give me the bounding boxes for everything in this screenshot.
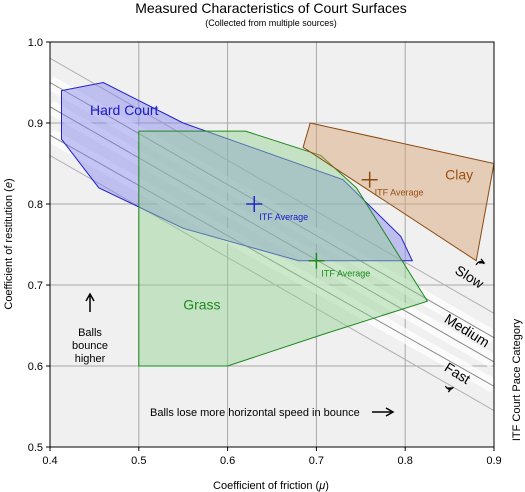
chart-title: Measured Characteristics of Court Surfac… <box>135 0 407 16</box>
right-arrowhead-icon <box>385 407 395 417</box>
bounce-higher-annotation: Balls bounce higher <box>72 292 108 365</box>
pace-boundary-2 <box>49 134 495 387</box>
x-tick-label: 0.7 <box>309 455 324 467</box>
surface-label: Clay <box>445 167 473 183</box>
pace-boundary-0 <box>49 82 495 339</box>
axis-ticks: 0.4 0.5 0.6 0.7 0.8 0.90.50.60.70.80.91.0 <box>28 37 502 467</box>
average-label: ITF Average <box>321 269 370 279</box>
up-arrowhead-icon <box>85 292 95 302</box>
average-label: ITF Average <box>259 212 308 222</box>
pace-guide-0 <box>49 57 495 314</box>
horizontal-speed-text: Balls lose more horizontal speed in boun… <box>150 407 360 419</box>
x-tick-label: 0.5 <box>131 455 146 467</box>
itf-average-markers: ITF Average ITF Average ITF Average <box>246 171 424 279</box>
surface-region-hard-court <box>61 81 414 262</box>
right-axis-label: ITF Court Pace Category <box>511 318 523 441</box>
surface-region-clay <box>302 122 495 262</box>
x-axis-label: Coefficient of friction (μ) <box>213 480 329 492</box>
bounce-higher-line-3: higher <box>75 353 106 365</box>
y-tick-label: 0.8 <box>28 199 43 211</box>
surface-label: Grass <box>183 296 220 312</box>
fast-arrow-icon <box>444 385 454 393</box>
y-axis-label: Coefficient of restitution (e) <box>3 178 15 309</box>
chart-subtitle: (Collected from multiple sources) <box>205 18 337 28</box>
surface-regions: Hard Court Grass Clay <box>61 81 495 367</box>
y-tick-label: 0.5 <box>28 442 43 454</box>
slow-arrow-icon <box>475 258 486 266</box>
y-tick-label: 0.7 <box>28 280 43 292</box>
bounce-higher-line-2: bounce <box>72 340 108 352</box>
pace-guide-1 <box>49 154 495 411</box>
pace-category-lines <box>46 57 498 411</box>
y-tick-label: 1.0 <box>28 37 43 49</box>
x-tick-label: 0.6 <box>220 455 235 467</box>
bounce-higher-line-1: Balls <box>78 327 102 339</box>
pace-boundary-1 <box>49 106 495 363</box>
average-label: ITF Average <box>375 188 424 198</box>
y-tick-label: 0.6 <box>28 361 43 373</box>
plot-background <box>50 42 494 447</box>
horizontal-speed-annotation: Balls lose more horizontal speed in boun… <box>150 407 395 419</box>
surface-label: Hard Court <box>90 102 159 118</box>
plot-border <box>49 41 495 448</box>
x-tick-label: 0.8 <box>398 455 413 467</box>
x-tick-label: 0.9 <box>486 455 501 467</box>
x-tick-label: 0.4 <box>42 455 57 467</box>
y-tick-label: 0.9 <box>28 118 43 130</box>
surface-region-grass <box>138 130 429 367</box>
